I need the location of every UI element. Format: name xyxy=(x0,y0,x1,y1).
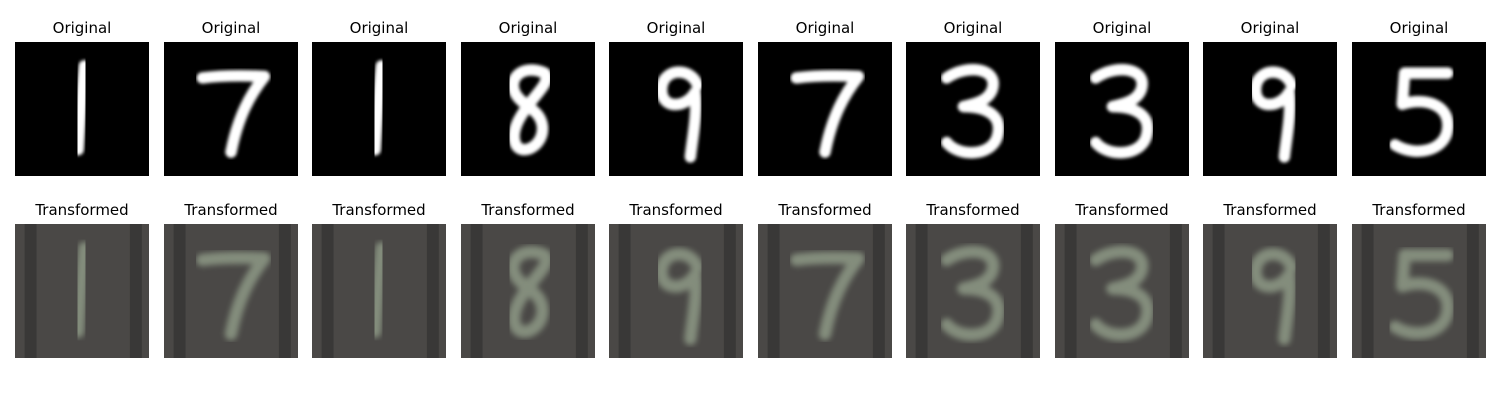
digit-5-stroke xyxy=(1389,67,1454,157)
original-digit-image xyxy=(1203,42,1337,176)
digit-3-stroke xyxy=(1089,245,1154,341)
image-shadow-band xyxy=(1317,224,1330,358)
transformed-digit-image xyxy=(15,224,149,358)
digit-7-stroke xyxy=(196,251,271,341)
original-panel-title: Original xyxy=(201,19,261,37)
image-shadow-band xyxy=(723,224,736,358)
transformed-panel-title: Transformed xyxy=(184,201,278,219)
image-shadow-band xyxy=(278,224,291,358)
original-digit-image xyxy=(461,42,595,176)
transformed-panel-title: Transformed xyxy=(35,201,129,219)
image-shadow-band xyxy=(1020,224,1033,358)
digit-5-stroke xyxy=(1388,248,1454,340)
original-panel-title: Original xyxy=(646,19,706,37)
original-panel-title: Original xyxy=(349,19,409,37)
original-digit-image xyxy=(906,42,1040,176)
image-shadow-band xyxy=(575,224,588,358)
original-panel-title: Original xyxy=(52,19,112,37)
digit-1-stroke xyxy=(71,241,91,338)
digit-1-stroke xyxy=(72,60,91,156)
digit-9-stroke xyxy=(655,247,704,346)
digit-1-stroke xyxy=(369,60,388,156)
image-shadow-band xyxy=(321,224,334,358)
original-digit-image xyxy=(758,42,892,176)
digit-7-stroke xyxy=(790,251,865,341)
image-shadow-band xyxy=(872,224,885,358)
image-shadow-band xyxy=(1169,224,1182,358)
original-digit-image xyxy=(312,42,446,176)
transformed-panel-title: Transformed xyxy=(926,201,1020,219)
image-shadow-band xyxy=(1064,224,1077,358)
transformed-panel-title: Transformed xyxy=(629,201,723,219)
transformed-digit-image xyxy=(1203,224,1337,358)
transformed-panel-title: Transformed xyxy=(1372,201,1466,219)
digit-8-stroke xyxy=(507,245,553,338)
original-panel-title: Original xyxy=(498,19,558,37)
image-shadow-band xyxy=(173,224,186,358)
transformed-panel-title: Transformed xyxy=(778,201,872,219)
transformed-digit-image xyxy=(1352,224,1486,358)
transformed-digit-image xyxy=(312,224,446,358)
digit-7-stroke xyxy=(196,70,271,158)
digit-3-stroke xyxy=(940,245,1005,341)
digit-9-stroke xyxy=(655,66,704,163)
original-digit-image xyxy=(609,42,743,176)
image-shadow-band xyxy=(1361,224,1374,358)
image-shadow-band xyxy=(470,224,483,358)
transformed-panel-title: Transformed xyxy=(332,201,426,219)
digit-3-stroke xyxy=(940,64,1005,159)
transformed-panel-title: Transformed xyxy=(1223,201,1317,219)
digit-3-stroke xyxy=(1089,64,1154,159)
image-shadow-band xyxy=(129,224,142,358)
original-panel-title: Original xyxy=(1240,19,1300,37)
transformed-panel-title: Transformed xyxy=(481,201,575,219)
original-digit-image xyxy=(1352,42,1486,176)
digit-7-stroke xyxy=(790,70,865,158)
image-shadow-band xyxy=(1466,224,1479,358)
original-digit-image xyxy=(164,42,298,176)
transformed-digit-image xyxy=(906,224,1040,358)
original-digit-image xyxy=(15,42,149,176)
transformed-digit-image xyxy=(461,224,595,358)
transformed-panel-title: Transformed xyxy=(1075,201,1169,219)
original-panel-title: Original xyxy=(1092,19,1152,37)
transformed-digit-image xyxy=(164,224,298,358)
image-shadow-band xyxy=(618,224,631,358)
original-panel-title: Original xyxy=(1389,19,1449,37)
image-shadow-band xyxy=(426,224,439,358)
transformed-digit-image xyxy=(758,224,892,358)
digit-1-stroke xyxy=(368,241,388,338)
original-panel-title: Original xyxy=(943,19,1003,37)
digit-9-stroke xyxy=(1249,66,1298,163)
image-shadow-band xyxy=(24,224,37,358)
transformed-digit-image xyxy=(1055,224,1189,358)
original-panel-title: Original xyxy=(795,19,855,37)
digit-8-stroke xyxy=(507,64,552,156)
image-shadow-band xyxy=(767,224,780,358)
digit-9-stroke xyxy=(1249,247,1298,346)
image-shadow-band xyxy=(1212,224,1225,358)
original-digit-image xyxy=(1055,42,1189,176)
transformed-digit-image xyxy=(609,224,743,358)
image-shadow-band xyxy=(915,224,928,358)
